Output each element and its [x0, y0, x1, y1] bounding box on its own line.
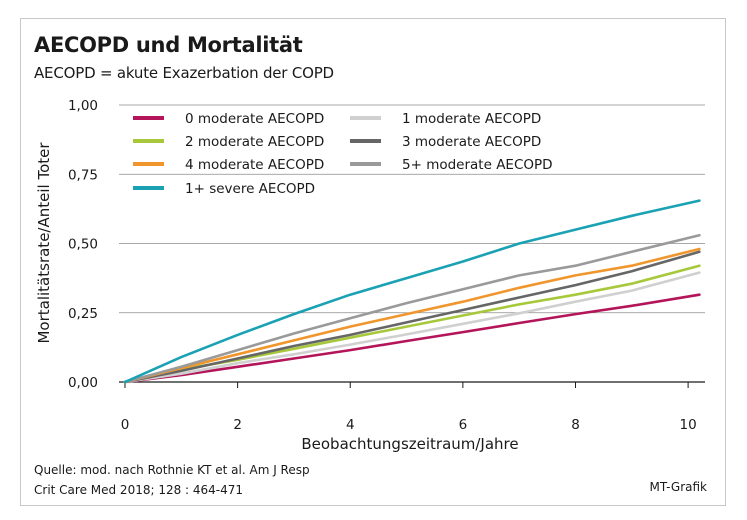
series-line-3: [123, 250, 701, 384]
series-line-1: [123, 271, 701, 384]
legend-label: 1+ severe AECOPD: [185, 181, 315, 197]
series-line-4: [123, 247, 701, 384]
y-tick-label: 1,00: [68, 98, 98, 114]
x-axis-label: Beobachtungszeitraum/Jahre: [301, 435, 518, 453]
series-line-6: [123, 199, 701, 384]
legend: 0 moderate AECOPD 1 moderate AECOPD 2 mode…: [133, 111, 553, 197]
graphic-credit: MT-Grafik: [649, 480, 707, 494]
x-tick-label: 8: [571, 417, 580, 433]
x-axis-ticks: 0 2 4 6 8 10: [121, 382, 697, 433]
legend-label: 4 moderate AECOPD: [185, 157, 324, 173]
y-axis-label: Mortalitätsrate/Anteil Toter: [35, 142, 53, 344]
legend-label: 2 moderate AECOPD: [185, 134, 324, 150]
y-tick-label: 0,75: [68, 167, 98, 183]
x-tick-label: 6: [459, 417, 468, 433]
legend-label: 5+ moderate AECOPD: [402, 157, 553, 173]
chart-title: AECOPD und Mortalität: [34, 33, 303, 57]
source-line-1: Quelle: mod. nach Rothnie KT et al. Am J…: [34, 463, 310, 477]
source-line-2: Crit Care Med 2018; 128 : 464-471: [34, 483, 244, 497]
chart-subtitle: AECOPD = akute Exazerbation der COPD: [34, 64, 334, 82]
y-tick-label: 0,00: [68, 375, 98, 391]
y-tick-label: 0,50: [68, 237, 98, 253]
chart-frame: [20, 18, 726, 506]
source-note: Quelle: mod. nach Rothnie KT et al. Am J…: [34, 460, 310, 500]
x-tick-label: 0: [121, 417, 130, 433]
series-line-5: [123, 233, 701, 384]
legend-label: 0 moderate AECOPD: [185, 111, 324, 127]
x-tick-label: 2: [233, 417, 242, 433]
y-tick-label: 0,25: [68, 306, 98, 322]
x-tick-label: 10: [680, 417, 697, 433]
legend-label: 3 moderate AECOPD: [402, 134, 541, 150]
y-axis-ticks: 0,00 0,25 0,50 0,75 1,00: [68, 98, 98, 391]
x-tick-label: 4: [346, 417, 355, 433]
series-lines: [123, 199, 701, 384]
grid-lines: [119, 104, 705, 383]
series-line-0: [123, 293, 701, 384]
legend-label: 1 moderate AECOPD: [402, 111, 541, 127]
